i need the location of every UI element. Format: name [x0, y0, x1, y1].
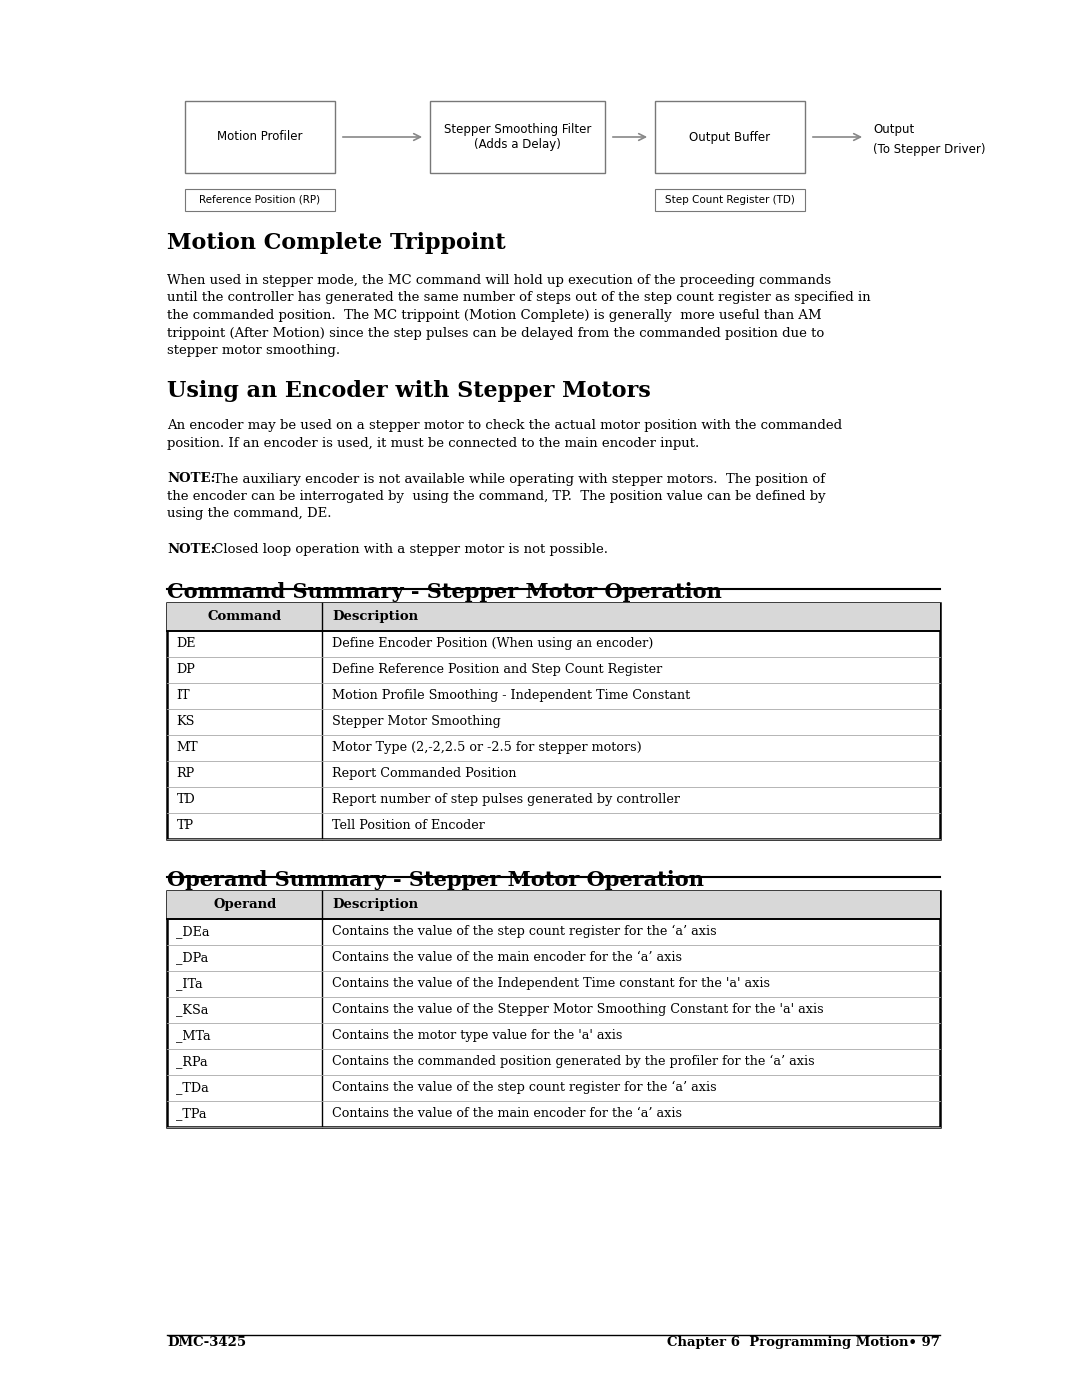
Text: Contains the commanded position generated by the profiler for the ‘a’ axis: Contains the commanded position generate…	[333, 1055, 815, 1069]
Text: position. If an encoder is used, it must be connected to the main encoder input.: position. If an encoder is used, it must…	[167, 437, 700, 450]
Text: Define Encoder Position (When using an encoder): Define Encoder Position (When using an e…	[333, 637, 653, 650]
Text: Command Summary - Stepper Motor Operation: Command Summary - Stepper Motor Operatio…	[167, 583, 723, 602]
Text: Motor Type (2,-2,2.5 or -2.5 for stepper motors): Motor Type (2,-2,2.5 or -2.5 for stepper…	[333, 740, 643, 754]
Text: Contains the value of the Independent Time constant for the 'a' axis: Contains the value of the Independent Ti…	[333, 977, 770, 990]
Bar	[185, 189, 335, 211]
Text: Contains the value of the step count register for the ‘a’ axis: Contains the value of the step count reg…	[333, 1081, 717, 1094]
Text: _ITa: _ITa	[176, 977, 203, 990]
Text: TD: TD	[176, 793, 195, 806]
Text: TP: TP	[176, 819, 193, 833]
Text: When used in stepper mode, the MC command will hold up execution of the proceedi: When used in stepper mode, the MC comman…	[167, 274, 832, 286]
Text: Output: Output	[873, 123, 915, 136]
Text: Define Reference Position and Step Count Register: Define Reference Position and Step Count…	[333, 664, 663, 676]
Text: _KSa: _KSa	[176, 1003, 208, 1016]
Text: trippoint (After Motion) since the step pulses can be delayed from the commanded: trippoint (After Motion) since the step …	[167, 327, 825, 339]
Text: _TDa: _TDa	[176, 1081, 210, 1094]
Text: MT: MT	[176, 740, 198, 754]
Text: KS: KS	[176, 715, 194, 728]
Text: the encoder can be interrogated by  using the command, TP.  The position value c: the encoder can be interrogated by using…	[167, 490, 826, 503]
Text: DMC-3425: DMC-3425	[167, 1336, 246, 1350]
Bar	[430, 101, 605, 173]
Text: _DPa: _DPa	[176, 951, 208, 964]
Text: _MTa: _MTa	[176, 1030, 211, 1042]
Text: Report number of step pulses generated by controller: Report number of step pulses generated b…	[333, 793, 680, 806]
Text: Operand: Operand	[213, 898, 276, 911]
Text: until the controller has generated the same number of steps out of the step coun: until the controller has generated the s…	[167, 292, 872, 305]
Bar	[167, 890, 940, 918]
Text: Contains the value of the main encoder for the ‘a’ axis: Contains the value of the main encoder f…	[333, 951, 683, 964]
Text: RP: RP	[176, 767, 194, 780]
Text: NOTE:: NOTE:	[167, 472, 216, 486]
Text: Output Buffer: Output Buffer	[689, 130, 770, 144]
Text: Tell Position of Encoder: Tell Position of Encoder	[333, 819, 485, 833]
Text: An encoder may be used on a stepper motor to check the actual motor position wit: An encoder may be used on a stepper moto…	[167, 419, 842, 433]
Text: Stepper Motor Smoothing: Stepper Motor Smoothing	[333, 715, 501, 728]
Bar	[654, 101, 805, 173]
Text: Motion Profiler: Motion Profiler	[217, 130, 302, 144]
Bar	[167, 602, 940, 838]
Bar	[167, 890, 940, 1126]
Text: Description: Description	[333, 610, 419, 623]
Text: DE: DE	[176, 637, 195, 650]
Bar	[654, 189, 805, 211]
Text: The auxiliary encoder is not available while operating with stepper motors.  The: The auxiliary encoder is not available w…	[210, 472, 825, 486]
Text: _DEa: _DEa	[176, 925, 210, 937]
Text: Contains the value of the main encoder for the ‘a’ axis: Contains the value of the main encoder f…	[333, 1106, 683, 1120]
Text: (To Stepper Driver): (To Stepper Driver)	[873, 142, 986, 155]
Text: Reference Position (RP): Reference Position (RP)	[200, 196, 321, 205]
Text: Motion Complete Trippoint: Motion Complete Trippoint	[167, 232, 507, 254]
Text: DP: DP	[176, 664, 195, 676]
Text: _RPa: _RPa	[176, 1055, 208, 1067]
Text: NOTE:: NOTE:	[167, 543, 216, 556]
Text: Report Commanded Position: Report Commanded Position	[333, 767, 517, 780]
Text: Step Count Register (TD): Step Count Register (TD)	[665, 196, 795, 205]
Text: _TPa: _TPa	[176, 1106, 207, 1120]
Text: using the command, DE.: using the command, DE.	[167, 507, 332, 521]
Text: IT: IT	[176, 689, 190, 703]
Text: Stepper Smoothing Filter
(Adds a Delay): Stepper Smoothing Filter (Adds a Delay)	[444, 123, 591, 151]
Text: Using an Encoder with Stepper Motors: Using an Encoder with Stepper Motors	[167, 380, 651, 401]
Text: Motion Profile Smoothing - Independent Time Constant: Motion Profile Smoothing - Independent T…	[333, 689, 690, 703]
Text: Contains the value of the step count register for the ‘a’ axis: Contains the value of the step count reg…	[333, 925, 717, 939]
Text: stepper motor smoothing.: stepper motor smoothing.	[167, 344, 340, 358]
Text: Contains the value of the Stepper Motor Smoothing Constant for the 'a' axis: Contains the value of the Stepper Motor …	[333, 1003, 824, 1016]
Bar	[185, 101, 335, 173]
Text: Operand Summary - Stepper Motor Operation: Operand Summary - Stepper Motor Operatio…	[167, 870, 704, 890]
Text: Description: Description	[333, 898, 419, 911]
Text: the commanded position.  The MC trippoint (Motion Complete) is generally  more u: the commanded position. The MC trippoint…	[167, 309, 822, 321]
Text: Command: Command	[207, 610, 282, 623]
Text: Chapter 6  Programming Motion• 97: Chapter 6 Programming Motion• 97	[666, 1336, 940, 1350]
Text: Closed loop operation with a stepper motor is not possible.: Closed loop operation with a stepper mot…	[210, 543, 608, 556]
Bar	[167, 602, 940, 630]
Text: Contains the motor type value for the 'a' axis: Contains the motor type value for the 'a…	[333, 1030, 623, 1042]
